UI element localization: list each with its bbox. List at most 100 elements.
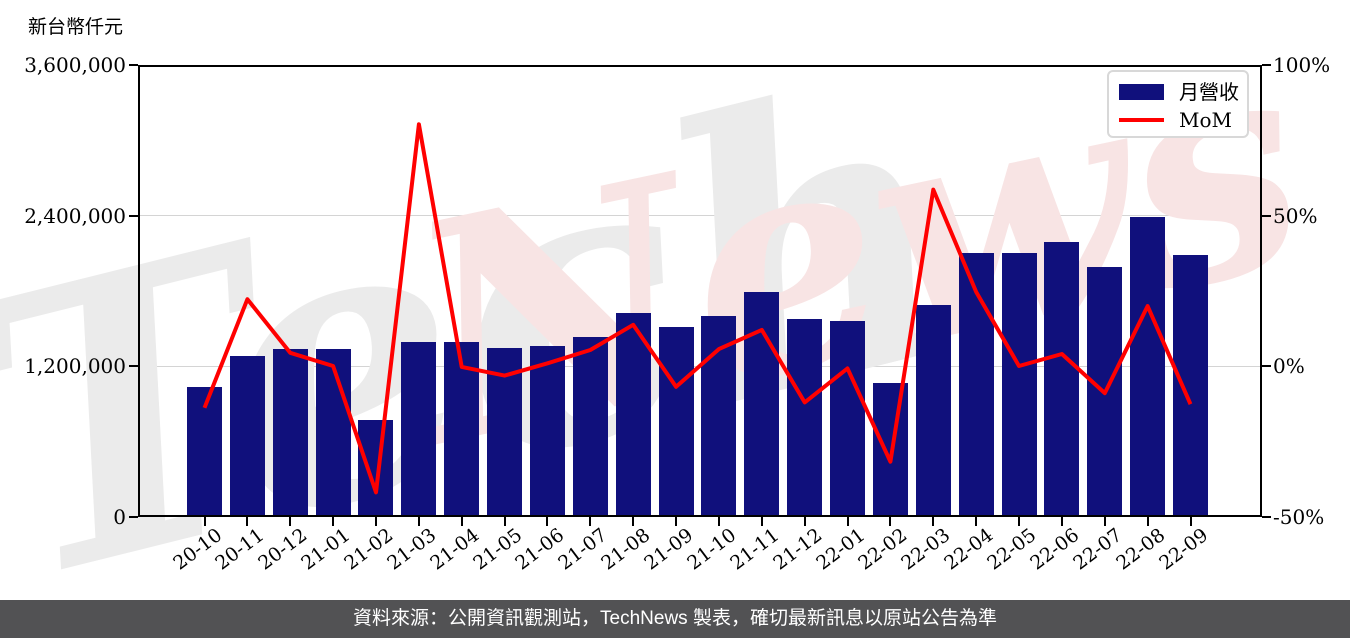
right-axis-tick-label: 100%	[1273, 53, 1331, 77]
revenue-bar-22-09	[1173, 255, 1208, 516]
revenue-bar-22-03	[915, 304, 951, 516]
x-axis-tick	[1103, 517, 1106, 526]
right-axis-tick	[1262, 365, 1271, 367]
x-axis-tick-label: 22-02	[854, 524, 912, 575]
x-axis-tick-label: 21-06	[511, 524, 569, 575]
revenue-bar-21-10	[701, 316, 737, 516]
revenue-bar-22-05	[1001, 252, 1037, 516]
revenue-bar-21-03	[401, 341, 437, 516]
x-axis-tick-label: 21-05	[468, 524, 526, 575]
legend-label-revenue: 月營收	[1179, 80, 1239, 104]
x-axis-tick	[546, 517, 549, 526]
revenue-bar-21-12	[787, 319, 823, 516]
revenue-bar-22-04	[958, 252, 994, 516]
right-axis-tick	[1262, 214, 1271, 217]
revenue-bar-21-02	[358, 419, 394, 516]
left-axis-tick-label: 1,200,000	[24, 354, 126, 378]
x-axis-tick-label: 21-12	[768, 524, 826, 575]
x-axis-tick	[846, 517, 849, 526]
x-axis-tick	[374, 517, 377, 526]
x-axis-tick-label: 22-03	[897, 524, 955, 575]
right-axis-tick-label: 0%	[1273, 354, 1305, 378]
x-axis-tick	[675, 517, 678, 526]
revenue-bar-22-07	[1087, 266, 1123, 516]
x-axis-tick-label: 20-12	[254, 524, 312, 575]
revenue-bar-21-06	[529, 346, 565, 516]
x-axis-tick	[932, 517, 935, 526]
x-axis-tick-label: 22-07	[1069, 524, 1127, 575]
x-axis-tick	[1060, 517, 1063, 526]
revenue-bar-21-05	[487, 347, 523, 516]
revenue-bar-22-06	[1044, 242, 1080, 516]
right-axis-tick-label: 50%	[1273, 203, 1318, 228]
left-axis-tick	[129, 515, 138, 518]
x-axis-tick-label: 20-11	[211, 524, 269, 575]
x-axis-tick	[289, 517, 292, 526]
x-axis-tick	[203, 517, 206, 526]
x-axis-tick	[975, 517, 978, 526]
right-axis-tick	[1262, 64, 1271, 66]
revenue-bar-21-09	[658, 326, 694, 516]
revenue-bar-22-02	[872, 383, 908, 516]
revenue-bar-20-12	[272, 349, 308, 516]
revenue-bar-22-01	[830, 320, 866, 516]
revenue-bar-21-08	[615, 312, 651, 516]
left-axis-tick	[129, 365, 138, 367]
x-axis-tick	[332, 517, 335, 526]
right-axis-tick	[1262, 515, 1271, 518]
x-axis-tick	[1146, 517, 1149, 526]
x-axis-tick	[503, 517, 506, 526]
x-axis-tick-label: 21-11	[726, 524, 784, 575]
legend-item-mom: MoM	[1109, 108, 1247, 132]
left-axis-tick-label: 0	[113, 504, 126, 529]
x-axis-tick	[417, 517, 420, 526]
x-axis-tick-label: 22-09	[1154, 524, 1212, 575]
left-axis-tick	[129, 64, 138, 66]
revenue-bar-21-01	[315, 349, 351, 516]
x-axis-tick-label: 21-04	[425, 524, 483, 575]
source-footer: 資料來源：公開資訊觀測站，TechNews 製表，確切最新訊息以原站公告為準	[0, 600, 1350, 638]
x-axis-tick-label: 21-01	[297, 524, 355, 575]
x-axis-tick-label: 21-09	[640, 524, 698, 575]
revenue-bar-swatch	[1119, 84, 1164, 100]
legend: 月營收 MoM	[1107, 70, 1249, 138]
left-axis-tick	[129, 214, 138, 217]
right-axis-tick-label: -50%	[1273, 504, 1325, 529]
revenue-bar-21-04	[444, 342, 480, 516]
mom-line	[202, 122, 1193, 495]
x-axis-tick-label: 20-10	[168, 524, 226, 575]
x-axis-tick-label: 22-05	[983, 524, 1041, 575]
x-axis-tick-label: 21-08	[597, 524, 655, 575]
legend-item-revenue: 月營收	[1109, 80, 1247, 104]
x-axis-tick	[632, 517, 635, 526]
x-axis-tick	[717, 517, 720, 526]
revenue-bar-22-08	[1130, 217, 1166, 516]
left-axis-tick-label: 3,600,000	[24, 53, 126, 77]
x-axis-tick	[589, 517, 592, 526]
revenue-bar-20-11	[229, 356, 265, 516]
revenue-bar-21-11	[744, 292, 780, 516]
x-axis-tick-label: 22-08	[1111, 524, 1169, 575]
revenue-bar-20-10	[187, 386, 222, 516]
mom-line-swatch	[1119, 118, 1164, 122]
x-axis-tick	[246, 517, 249, 526]
x-axis-tick	[760, 517, 763, 526]
x-axis-tick-label: 21-02	[340, 524, 398, 575]
x-axis-tick	[1018, 517, 1021, 526]
left-axis-tick-label: 2,400,000	[24, 203, 126, 228]
x-axis-tick	[1189, 517, 1192, 526]
x-axis-tick-label: 21-10	[683, 524, 741, 575]
x-axis-tick	[803, 517, 806, 526]
x-axis-tick-label: 22-01	[811, 524, 869, 575]
revenue-bar-21-07	[572, 337, 608, 516]
left-axis-unit-title: 新台幣仟元	[28, 16, 124, 38]
x-axis-tick-label: 21-07	[554, 524, 612, 575]
legend-label-mom: MoM	[1179, 108, 1232, 132]
x-axis-tick	[460, 517, 463, 526]
x-axis-tick-label: 21-03	[383, 524, 441, 575]
x-axis-tick	[889, 517, 892, 526]
x-axis-tick-label: 22-06	[1026, 524, 1084, 575]
x-axis-tick-label: 22-04	[940, 524, 998, 575]
gridline	[140, 215, 1260, 216]
